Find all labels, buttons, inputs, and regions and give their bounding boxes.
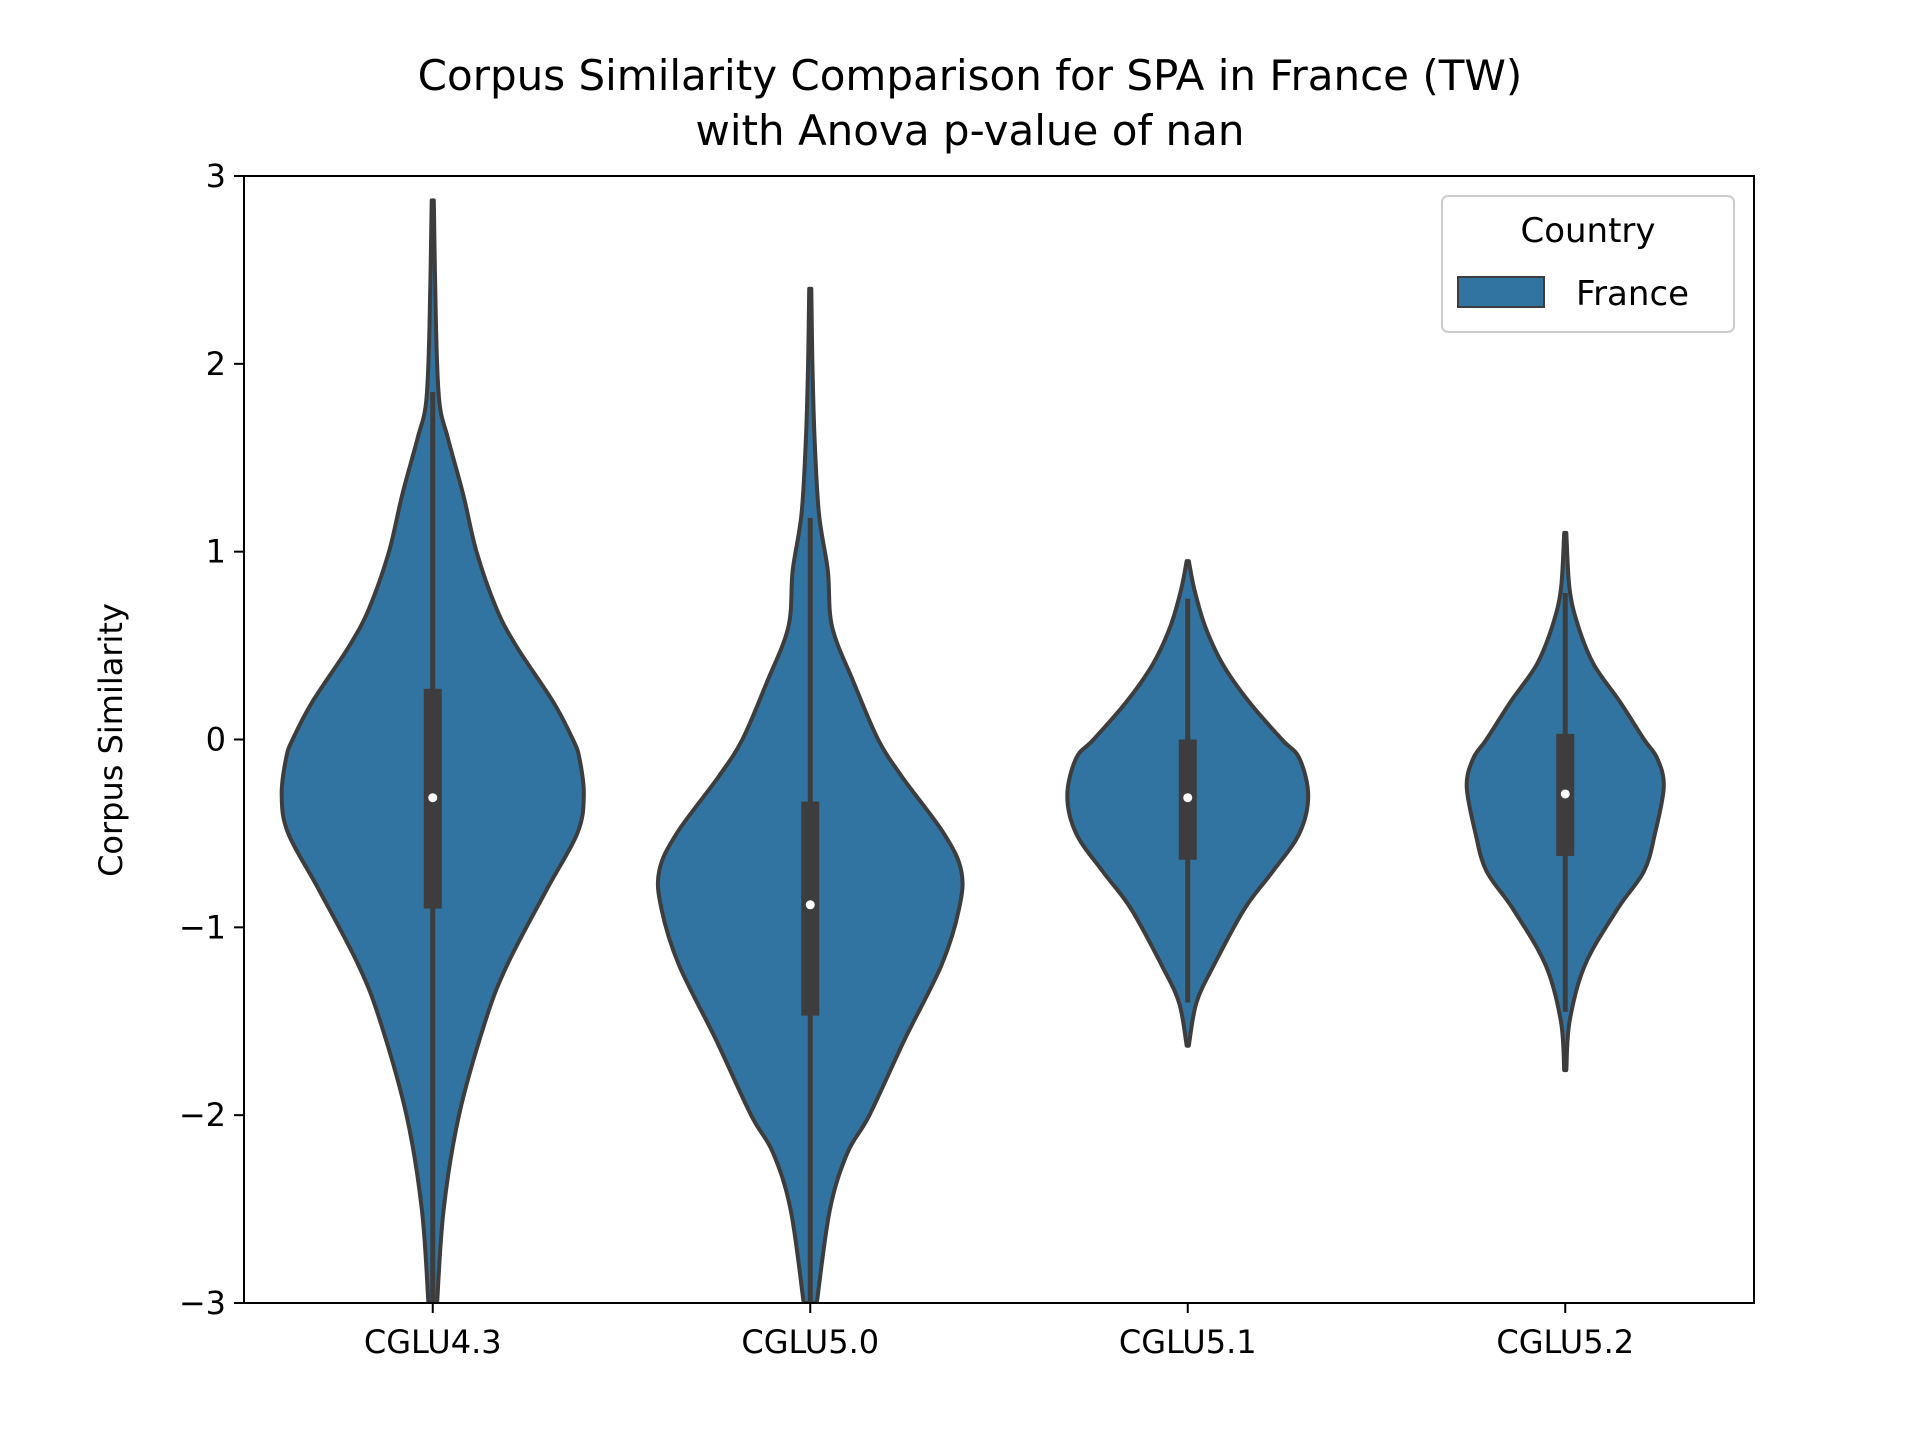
legend-swatch-france bbox=[1457, 276, 1545, 308]
chart-title-line-2: with Anova p-value of nan bbox=[695, 106, 1244, 155]
x-axis: CGLU4.3 CGLU5.0 CGLU5.1 CGLU5.2 bbox=[364, 1303, 1634, 1361]
violin-median-dot bbox=[805, 900, 815, 910]
y-tick-label: 0 bbox=[206, 721, 226, 759]
y-axis-label: Corpus Similarity bbox=[92, 603, 130, 877]
violin-cglu5-1 bbox=[1065, 559, 1311, 1048]
y-axis: 3 2 1 0 −1 −2 −3 bbox=[179, 157, 244, 1322]
violin-median-dot bbox=[1183, 793, 1193, 803]
y-tick-label: −1 bbox=[179, 908, 226, 946]
x-tick-label: CGLU5.1 bbox=[1119, 1323, 1257, 1361]
violin-median-dot bbox=[1560, 789, 1570, 799]
x-tick-label: CGLU5.0 bbox=[741, 1323, 879, 1361]
violin-cglu4-3 bbox=[279, 198, 586, 1303]
y-tick-label: 3 bbox=[206, 157, 226, 195]
violin-cglu5-0 bbox=[655, 286, 965, 1303]
y-tick-label: 2 bbox=[206, 345, 226, 383]
legend-label-france: France bbox=[1576, 274, 1689, 314]
violin-cglu5-2 bbox=[1464, 530, 1666, 1073]
y-tick-label: −3 bbox=[179, 1284, 226, 1322]
y-tick-label: −2 bbox=[179, 1096, 226, 1134]
legend-title: Country bbox=[1520, 211, 1655, 251]
y-tick-label: 1 bbox=[206, 533, 226, 571]
violin-median-dot bbox=[428, 793, 438, 803]
x-tick-label: CGLU5.2 bbox=[1496, 1323, 1634, 1361]
x-tick-label: CGLU4.3 bbox=[364, 1323, 502, 1361]
violins-layer bbox=[279, 198, 1666, 1303]
chart-title-line-1: Corpus Similarity Comparison for SPA in … bbox=[418, 51, 1523, 100]
legend: Country France bbox=[1441, 195, 1735, 333]
